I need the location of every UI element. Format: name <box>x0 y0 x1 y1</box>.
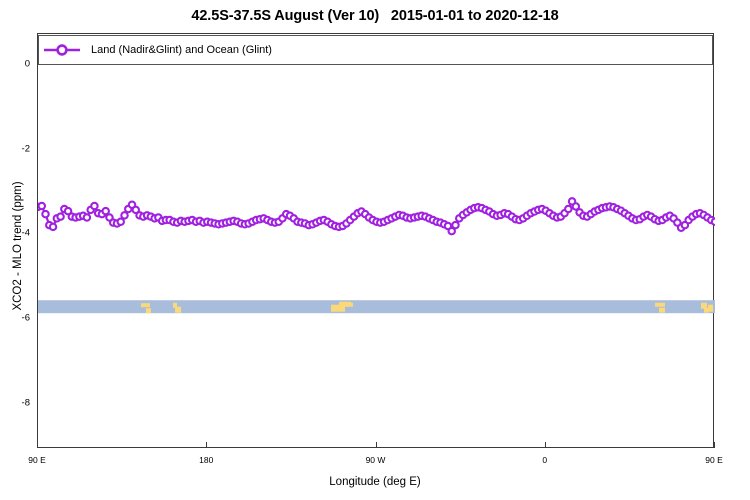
x-tick-label: 90 E <box>705 455 723 465</box>
series-marker <box>447 226 456 236</box>
land-fragment <box>701 302 707 309</box>
coastline-strip <box>38 300 715 314</box>
series-marker <box>571 202 581 211</box>
x-tick-mark <box>714 442 715 448</box>
series-marker <box>41 209 50 219</box>
legend: Land (Nadir&Glint) and Ocean (Glint) <box>38 35 713 65</box>
plot-canvas <box>38 197 715 314</box>
legend-label: Land (Nadir&Glint) and Ocean (Glint) <box>91 44 272 56</box>
ocean-band <box>38 300 715 314</box>
series-marker <box>48 222 58 232</box>
plot-area <box>37 33 715 448</box>
x-tick-label: 90 W <box>365 455 386 465</box>
x-tick-mark <box>544 442 546 448</box>
land-fragment <box>141 303 150 308</box>
data-series-group <box>38 197 715 236</box>
x-tick-label: 180 <box>199 455 214 465</box>
series-marker <box>82 213 92 222</box>
series-marker <box>63 206 73 216</box>
chart-title: 42.5S-37.5S August (Ver 10) 2015-01-01 t… <box>191 8 559 24</box>
x-axis-label: Longitude (deg E) <box>329 476 421 488</box>
series-marker <box>101 206 110 216</box>
series-marker <box>56 212 65 221</box>
series-marker <box>131 205 141 215</box>
x-tick-mark <box>206 442 208 448</box>
land-fragment <box>704 307 709 313</box>
series-marker <box>564 204 573 214</box>
x-tick-mark <box>375 442 377 448</box>
series-marker <box>451 220 460 230</box>
land-fragment <box>177 308 181 313</box>
land-fragment <box>331 304 345 312</box>
legend-marker-icon <box>43 42 81 58</box>
series-marker <box>90 201 99 211</box>
series-marker <box>38 201 47 211</box>
series-marker <box>710 217 715 226</box>
x-tick-label: 0 <box>542 455 548 465</box>
land-fragment <box>173 302 177 308</box>
y-tick-label: 0 <box>24 58 30 70</box>
y-tick-label: -2 <box>21 143 30 155</box>
y-tick-label: -8 <box>21 397 30 409</box>
y-tick-label: -6 <box>21 312 30 324</box>
land-fragment <box>659 307 665 313</box>
series-marker <box>116 217 125 227</box>
x-tick-label: 90 E <box>28 455 46 465</box>
land-fragment <box>655 302 665 307</box>
land-fragment <box>708 304 713 312</box>
land-fragment <box>345 302 353 307</box>
y-tick-label: -4 <box>21 227 30 239</box>
land-fragment <box>146 308 151 314</box>
legend-entry-land-ocean: Land (Nadir&Glint) and Ocean (Glint) <box>43 39 272 61</box>
x-tick-mark <box>37 442 38 448</box>
series-marker <box>120 211 129 220</box>
